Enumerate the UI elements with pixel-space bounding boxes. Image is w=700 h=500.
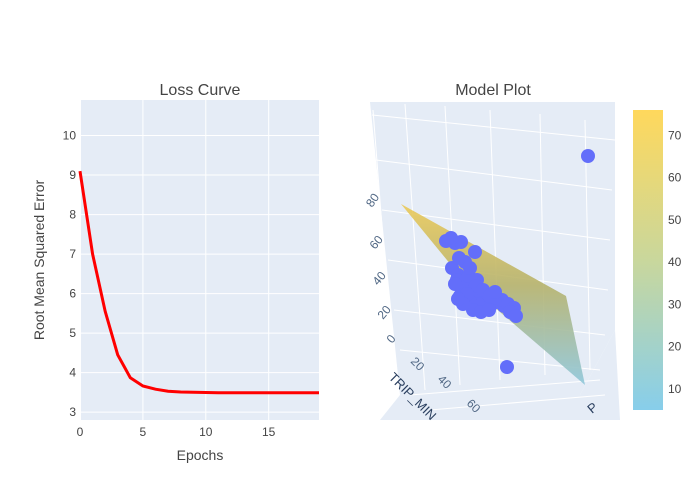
loss-plot-area xyxy=(80,100,319,420)
scatter-point xyxy=(500,360,514,374)
3d-scene[interactable] xyxy=(370,102,620,420)
colorbar-tick-label: 10 xyxy=(668,382,682,396)
loss-y-axis-title: Root Mean Squared Error xyxy=(31,180,47,341)
loss-y-tick-label: 5 xyxy=(69,326,76,340)
scatter-point xyxy=(452,251,466,265)
scatter-point xyxy=(468,245,482,259)
loss-series-line xyxy=(78,170,319,395)
loss-curve-subplot: 0 5 10 15 3 4 5 6 7 8 9 10 Loss Curve Epochs Root … xyxy=(31,82,319,463)
loss-y-tick-label: 9 xyxy=(69,168,76,182)
scatter-point xyxy=(448,277,462,291)
loss-x-axis-title: Epochs xyxy=(177,447,224,463)
scatter-points xyxy=(439,149,595,374)
loss-y-tick-label: 4 xyxy=(69,366,76,380)
colorbar-tick-label: 20 xyxy=(668,340,682,354)
scatter-point xyxy=(581,149,595,163)
scatter-point xyxy=(482,303,496,317)
loss-x-tick-label: 10 xyxy=(199,425,213,439)
loss-chart-title: Loss Curve xyxy=(160,82,241,99)
loss-y-tick-label: 8 xyxy=(69,208,76,222)
model-plot-subplot: Model Plot xyxy=(363,82,682,423)
loss-x-ticks: 0 5 10 15 xyxy=(77,425,276,439)
colorbar: 10 20 30 40 50 60 70 xyxy=(633,110,682,410)
loss-y-tick-label: 3 xyxy=(69,405,76,419)
loss-x-tick-label: 0 xyxy=(77,425,84,439)
scatter-point xyxy=(451,292,465,306)
loss-gridlines xyxy=(79,100,319,420)
colorbar-tick-label: 50 xyxy=(668,213,682,227)
loss-y-tick-label: 6 xyxy=(69,287,76,301)
loss-x-tick-label: 15 xyxy=(262,425,276,439)
scatter-point xyxy=(444,231,458,245)
colorbar-tick-label: 70 xyxy=(668,128,682,142)
colorbar-tick-label: 40 xyxy=(668,255,682,269)
model-chart-title: Model Plot xyxy=(455,82,531,99)
loss-x-tick-label: 5 xyxy=(140,425,147,439)
colorbar-tick-label: 30 xyxy=(668,297,682,311)
colorbar-gradient xyxy=(633,110,663,410)
scatter-point xyxy=(488,285,502,299)
loss-y-tick-label: 10 xyxy=(63,129,77,143)
colorbar-ticks: 10 20 30 40 50 60 70 xyxy=(668,128,682,396)
loss-y-ticks: 3 4 5 6 7 8 9 10 xyxy=(63,129,77,420)
loss-y-tick-label: 7 xyxy=(69,247,76,261)
3d-floor xyxy=(380,330,620,420)
scatter-point xyxy=(509,309,523,323)
colorbar-tick-label: 60 xyxy=(668,171,682,185)
